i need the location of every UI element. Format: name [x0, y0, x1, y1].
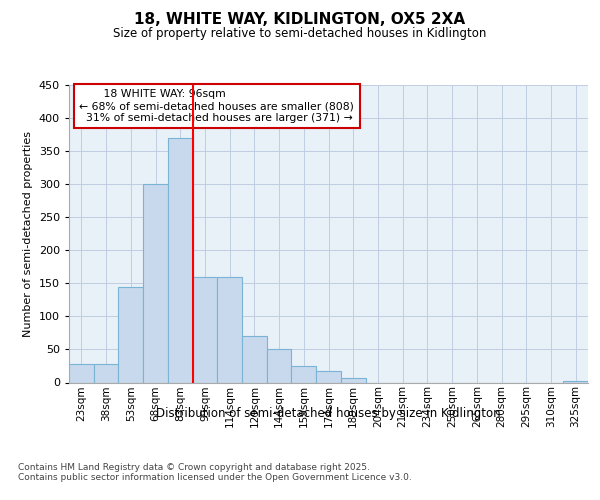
Text: 18, WHITE WAY, KIDLINGTON, OX5 2XA: 18, WHITE WAY, KIDLINGTON, OX5 2XA	[134, 12, 466, 28]
Bar	[316, 370, 341, 382]
Bar	[94, 364, 118, 382]
Text: Size of property relative to semi-detached houses in Kidlington: Size of property relative to semi-detach…	[113, 28, 487, 40]
Bar	[292, 366, 316, 382]
Bar	[168, 138, 193, 382]
Bar	[563, 380, 588, 382]
Text: 18 WHITE WAY: 96sqm
← 68% of semi-detached houses are smaller (808)
  31% of sem: 18 WHITE WAY: 96sqm ← 68% of semi-detach…	[79, 90, 354, 122]
Bar	[69, 364, 94, 382]
Bar	[193, 276, 217, 382]
Bar	[143, 184, 168, 382]
Text: Contains public sector information licensed under the Open Government Licence v3: Contains public sector information licen…	[18, 472, 412, 482]
Text: Distribution of semi-detached houses by size in Kidlington: Distribution of semi-detached houses by …	[157, 408, 501, 420]
Text: Contains HM Land Registry data © Crown copyright and database right 2025.: Contains HM Land Registry data © Crown c…	[18, 462, 370, 471]
Y-axis label: Number of semi-detached properties: Number of semi-detached properties	[23, 130, 33, 337]
Bar	[267, 350, 292, 382]
Bar	[118, 286, 143, 382]
Bar	[217, 276, 242, 382]
Bar	[341, 378, 365, 382]
Bar	[242, 336, 267, 382]
